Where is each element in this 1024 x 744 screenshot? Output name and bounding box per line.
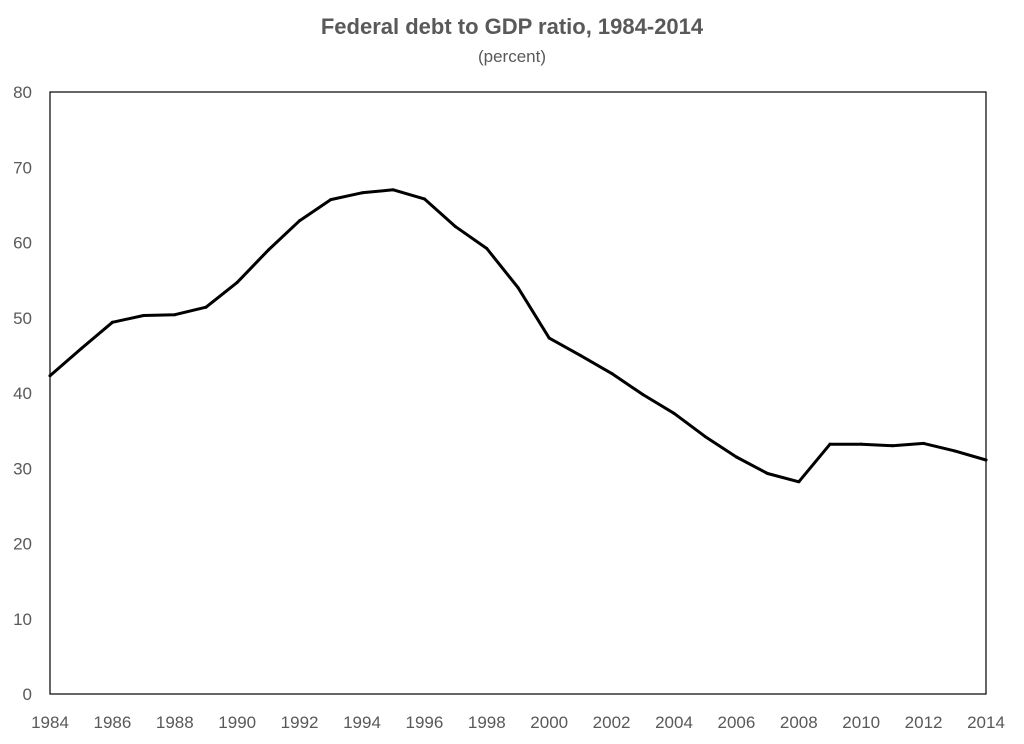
x-axis: 1984 1986 1988 1990 1992 1994 1996 1998 2000 2002… — [31, 713, 1005, 732]
y-tick-label: 20 — [13, 535, 32, 554]
data-point — [235, 280, 239, 284]
data-point — [610, 371, 614, 375]
data-point — [766, 472, 770, 476]
data-point — [79, 347, 83, 351]
data-point — [890, 444, 894, 448]
y-axis: 0 10 20 30 40 50 60 70 80 — [13, 83, 32, 704]
data-point — [142, 313, 146, 317]
x-tick-label: 1988 — [156, 713, 194, 732]
data-point — [797, 480, 801, 484]
data-point — [828, 442, 832, 446]
x-tick-label: 2006 — [717, 713, 755, 732]
data-point — [422, 197, 426, 201]
y-tick-label: 30 — [13, 459, 32, 478]
y-tick-label: 70 — [13, 158, 32, 177]
data-point — [922, 441, 926, 445]
data-point — [391, 188, 395, 192]
data-point — [173, 313, 177, 317]
x-tick-label: 1990 — [218, 713, 256, 732]
x-tick-label: 1996 — [405, 713, 443, 732]
data-point — [953, 449, 957, 453]
x-tick-label: 2008 — [780, 713, 818, 732]
y-tick-label: 40 — [13, 384, 32, 403]
data-point — [578, 353, 582, 357]
data-point — [204, 305, 208, 309]
x-tick-label: 1994 — [343, 713, 381, 732]
y-tick-label: 80 — [13, 83, 32, 102]
chart-subtitle: (percent) — [477, 47, 547, 66]
data-point — [984, 458, 988, 462]
data-point — [734, 455, 738, 459]
data-point — [329, 198, 333, 202]
y-tick-label: 0 — [23, 685, 32, 704]
data-point — [641, 393, 645, 397]
series-points — [48, 188, 988, 484]
chart-title: Federal debt to GDP ratio, 1984-2014 — [320, 14, 704, 39]
data-point — [859, 442, 863, 446]
x-tick-label: 1992 — [281, 713, 319, 732]
plot-area-border — [49, 91, 987, 695]
x-tick-label: 1984 — [31, 713, 69, 732]
x-tick-label: 2012 — [905, 713, 943, 732]
x-tick-label: 2004 — [655, 713, 693, 732]
y-tick-label: 10 — [13, 610, 32, 629]
data-point — [516, 286, 520, 290]
y-tick-label: 50 — [13, 309, 32, 328]
series-line-debt-to-gdp — [48, 188, 988, 484]
data-point — [360, 191, 364, 195]
data-point — [547, 336, 551, 340]
data-point — [48, 374, 52, 378]
data-point — [110, 320, 114, 324]
data-point — [266, 248, 270, 252]
data-point — [703, 435, 707, 439]
x-tick-label: 2014 — [967, 713, 1005, 732]
x-tick-label: 1986 — [93, 713, 131, 732]
x-tick-label: 1998 — [468, 713, 506, 732]
data-point — [485, 247, 489, 251]
data-point — [298, 219, 302, 223]
x-tick-label: 2000 — [530, 713, 568, 732]
x-tick-label: 2002 — [593, 713, 631, 732]
data-point — [454, 225, 458, 229]
x-tick-label: 2010 — [842, 713, 880, 732]
y-tick-label: 60 — [13, 234, 32, 253]
data-point — [672, 411, 676, 415]
